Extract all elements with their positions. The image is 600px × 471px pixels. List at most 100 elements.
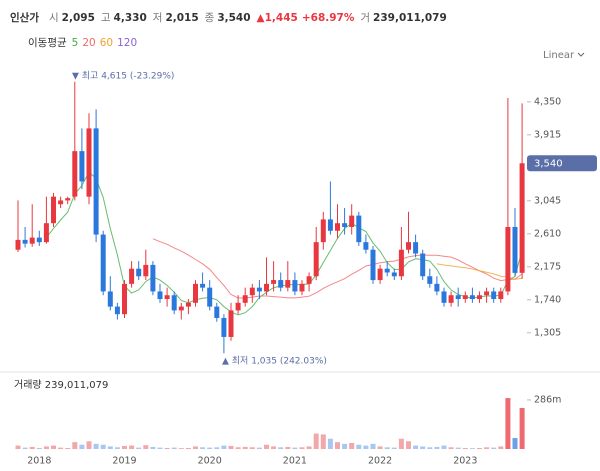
volume-title: 거래량 239,011,079 — [14, 379, 108, 391]
volume-bar — [29, 446, 35, 449]
volume-bar — [207, 447, 213, 449]
candle-body — [477, 295, 482, 300]
candle-body — [384, 268, 390, 273]
volume-bar — [384, 447, 390, 449]
volume-bar — [313, 433, 319, 449]
scale-menu[interactable]: Linear — [543, 50, 575, 61]
volume-bar — [398, 438, 404, 449]
x-tick-label: 2022 — [368, 456, 392, 467]
volume-bar — [327, 438, 333, 449]
volume-bar — [320, 434, 326, 449]
volume-bar — [469, 448, 475, 449]
volume-bar — [377, 446, 383, 449]
candle-body — [406, 242, 411, 250]
x-tick-label: 2018 — [27, 456, 51, 467]
volume-bar — [22, 447, 28, 449]
candle-body — [349, 215, 355, 227]
candle-body — [299, 283, 305, 292]
candle-body — [200, 283, 206, 288]
candle-body — [519, 163, 525, 273]
x-tick-label: 2021 — [283, 456, 307, 467]
candle-body — [278, 280, 284, 288]
y-tick-label: 2,610 — [534, 228, 561, 239]
candle-body — [242, 295, 248, 303]
candle-body — [441, 291, 447, 303]
volume-bar — [285, 446, 291, 449]
candle-body — [264, 283, 269, 292]
volume-bar — [306, 446, 312, 449]
low-annotation: ▲ 최저 1,035 (242.03%) — [222, 356, 327, 367]
candle-body — [171, 295, 177, 311]
volume-bar — [484, 447, 490, 449]
volume-bar — [86, 441, 92, 449]
volume-bar — [228, 445, 234, 449]
candle-body — [391, 272, 397, 277]
volume-bar — [72, 442, 78, 449]
volume-bar — [36, 447, 42, 449]
ma-period: 120 — [117, 37, 137, 49]
candle-body — [363, 242, 369, 250]
candle-body — [114, 306, 120, 315]
field-label: 저 — [153, 12, 163, 24]
volume-bar — [441, 445, 447, 449]
volume-bar — [114, 447, 120, 449]
candle-body — [36, 237, 42, 243]
y-tick-label: 4,350 — [534, 96, 561, 107]
field-value: 2,095 — [62, 12, 95, 24]
stock-name: 인산가 — [10, 11, 39, 24]
candle-body — [143, 264, 149, 277]
header: 인산가 시 2,095 고 4,330 저 2,015 종 3,540 ▲1,445 +68.97%… — [10, 11, 447, 24]
field-label: 고 — [101, 12, 111, 24]
candle-body — [72, 151, 78, 197]
y-tick-label: 3,045 — [534, 195, 561, 206]
candle-body — [484, 291, 490, 296]
y-tick-label: 2,175 — [534, 261, 561, 272]
volume-bar — [221, 445, 227, 449]
candle-body — [100, 234, 106, 292]
volume-bar — [235, 447, 241, 449]
candle-body — [469, 295, 475, 300]
candle-body — [193, 283, 198, 303]
volume-bar — [93, 443, 99, 449]
volume-bar — [278, 447, 284, 449]
volume-bar — [299, 447, 305, 449]
field-label: 시 — [49, 12, 59, 24]
candle-body — [342, 223, 348, 227]
volume-bar — [292, 447, 298, 449]
candle-body — [122, 283, 127, 315]
volume-bar — [512, 438, 518, 449]
volume-bar — [193, 446, 198, 449]
y-tick-label: 3,915 — [534, 129, 561, 140]
candle-body — [164, 295, 170, 300]
x-tick-label: 2023 — [453, 456, 477, 467]
candle-body — [185, 302, 191, 307]
candle-body — [335, 223, 340, 231]
ma-period: 5 — [72, 37, 79, 49]
volume-bar — [448, 447, 454, 449]
field-label: 종 — [205, 12, 215, 24]
volume-bar — [58, 447, 64, 449]
candle-body — [377, 268, 383, 281]
volume-bar — [413, 445, 419, 449]
volume-bar — [136, 447, 142, 449]
candle-body — [86, 128, 92, 197]
chevron[interactable] — [577, 52, 585, 57]
volume-bar — [434, 446, 440, 449]
volume-bar — [15, 445, 21, 449]
candle-body — [29, 237, 35, 244]
last-price-label: 3,540 — [534, 158, 563, 169]
volume-bar — [164, 447, 170, 449]
volume-bar — [143, 445, 149, 449]
candle-body — [235, 302, 241, 311]
volume-bar — [150, 446, 156, 449]
x-tick-label: 2019 — [112, 456, 136, 467]
change: ▲1,445 — [257, 12, 298, 24]
volume-bar — [122, 445, 127, 449]
candle-body — [207, 287, 213, 307]
candle-body — [313, 242, 319, 277]
ma-period: 60 — [100, 37, 113, 49]
candle-body — [398, 249, 404, 277]
field-value: 3,540 — [217, 12, 250, 24]
volume-bar — [242, 446, 248, 449]
volume-bar — [157, 447, 163, 449]
